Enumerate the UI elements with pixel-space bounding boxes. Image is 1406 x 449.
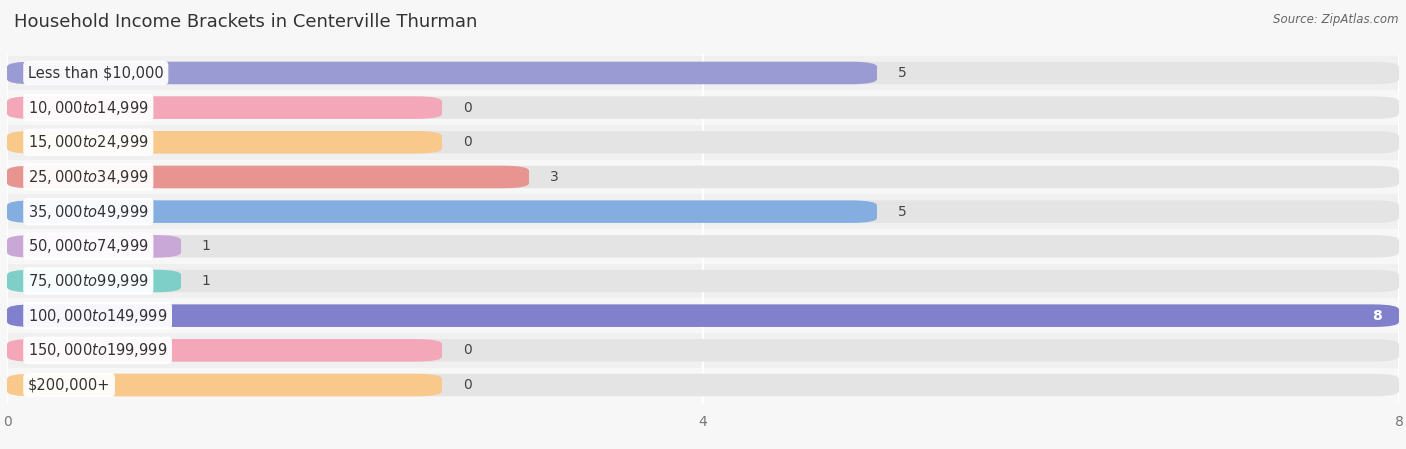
Text: 3: 3 — [550, 170, 558, 184]
FancyBboxPatch shape — [7, 200, 1399, 223]
Text: 0: 0 — [463, 135, 471, 150]
Text: $75,000 to $99,999: $75,000 to $99,999 — [28, 272, 149, 290]
FancyBboxPatch shape — [7, 90, 1399, 125]
Text: 5: 5 — [898, 205, 907, 219]
FancyBboxPatch shape — [7, 333, 1399, 368]
FancyBboxPatch shape — [7, 298, 1399, 333]
Text: 8: 8 — [1372, 308, 1382, 323]
Text: $50,000 to $74,999: $50,000 to $74,999 — [28, 238, 149, 255]
FancyBboxPatch shape — [7, 235, 1399, 258]
FancyBboxPatch shape — [7, 160, 1399, 194]
Text: $200,000+: $200,000+ — [28, 378, 110, 392]
FancyBboxPatch shape — [7, 131, 1399, 154]
FancyBboxPatch shape — [7, 374, 441, 396]
Text: Household Income Brackets in Centerville Thurman: Household Income Brackets in Centerville… — [14, 13, 478, 31]
FancyBboxPatch shape — [7, 304, 1399, 327]
Text: $10,000 to $14,999: $10,000 to $14,999 — [28, 99, 149, 117]
FancyBboxPatch shape — [7, 131, 441, 154]
Text: $15,000 to $24,999: $15,000 to $24,999 — [28, 133, 149, 151]
FancyBboxPatch shape — [7, 166, 1399, 188]
Text: $25,000 to $34,999: $25,000 to $34,999 — [28, 168, 149, 186]
Text: $100,000 to $149,999: $100,000 to $149,999 — [28, 307, 167, 325]
FancyBboxPatch shape — [7, 270, 1399, 292]
FancyBboxPatch shape — [7, 339, 441, 361]
Text: 1: 1 — [202, 274, 211, 288]
Text: 0: 0 — [463, 343, 471, 357]
Text: Source: ZipAtlas.com: Source: ZipAtlas.com — [1274, 13, 1399, 26]
FancyBboxPatch shape — [7, 368, 1399, 402]
FancyBboxPatch shape — [7, 125, 1399, 160]
Text: $150,000 to $199,999: $150,000 to $199,999 — [28, 341, 167, 359]
Text: Less than $10,000: Less than $10,000 — [28, 66, 163, 80]
FancyBboxPatch shape — [7, 264, 1399, 298]
FancyBboxPatch shape — [7, 97, 441, 119]
FancyBboxPatch shape — [7, 339, 1399, 361]
FancyBboxPatch shape — [7, 194, 1399, 229]
FancyBboxPatch shape — [7, 200, 877, 223]
Text: 0: 0 — [463, 101, 471, 114]
FancyBboxPatch shape — [7, 166, 529, 188]
Text: $35,000 to $49,999: $35,000 to $49,999 — [28, 202, 149, 220]
FancyBboxPatch shape — [7, 235, 181, 258]
FancyBboxPatch shape — [7, 62, 877, 84]
FancyBboxPatch shape — [7, 270, 181, 292]
FancyBboxPatch shape — [7, 304, 1399, 327]
Text: 1: 1 — [202, 239, 211, 253]
FancyBboxPatch shape — [7, 56, 1399, 90]
FancyBboxPatch shape — [7, 62, 1399, 84]
FancyBboxPatch shape — [7, 229, 1399, 264]
FancyBboxPatch shape — [7, 97, 1399, 119]
Text: 5: 5 — [898, 66, 907, 80]
FancyBboxPatch shape — [7, 374, 1399, 396]
Text: 0: 0 — [463, 378, 471, 392]
